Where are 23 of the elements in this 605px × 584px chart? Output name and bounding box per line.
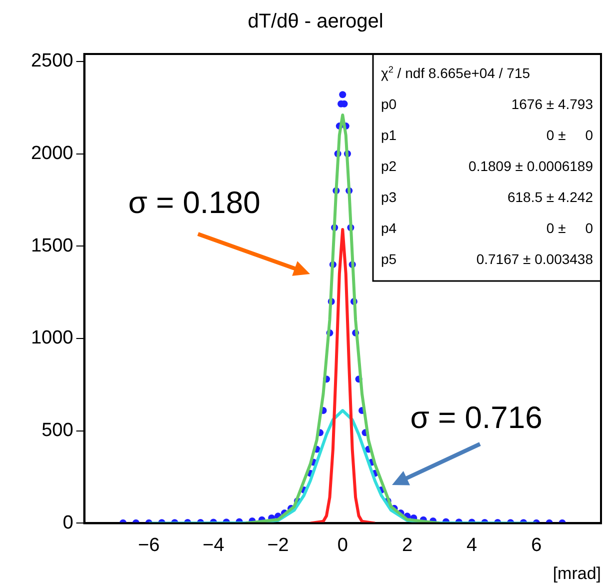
chart-title: dT/dθ - aerogel bbox=[248, 10, 384, 33]
y-tick-label: 1000 bbox=[30, 328, 74, 349]
x-axis-title: [mrad] bbox=[552, 564, 601, 584]
text: p1 0 ± 0 bbox=[381, 127, 593, 143]
annotation: σ = 0.716 bbox=[410, 400, 542, 435]
x-tick-label: −6 bbox=[138, 534, 160, 556]
text: p3 618.5 ± 4.242 bbox=[381, 189, 593, 205]
x-tick-label: −4 bbox=[202, 534, 225, 556]
y-tick-label: 0 bbox=[62, 512, 74, 534]
x-tick-label: 0 bbox=[337, 534, 348, 556]
x-tick-label: 4 bbox=[466, 534, 478, 556]
text: p2 0.1809 ± 0.0006189 bbox=[381, 158, 594, 174]
y-tick-label: 2000 bbox=[30, 142, 74, 164]
x-tick-label: 6 bbox=[531, 534, 542, 556]
y-tick-label: 500 bbox=[42, 420, 74, 442]
x-tick-label: 2 bbox=[402, 534, 413, 556]
text: p0 1676 ± 4.793 bbox=[381, 96, 594, 112]
y-tick-label: 2500 bbox=[30, 50, 74, 72]
y-tick-label: 1500 bbox=[30, 235, 74, 256]
x-tick-label: −2 bbox=[267, 534, 289, 556]
text: p5 0.7167 ± 0.003438 bbox=[381, 251, 594, 267]
text: p4 0 ± 0 bbox=[381, 220, 593, 236]
annotation: σ = 0.180 bbox=[128, 185, 260, 220]
